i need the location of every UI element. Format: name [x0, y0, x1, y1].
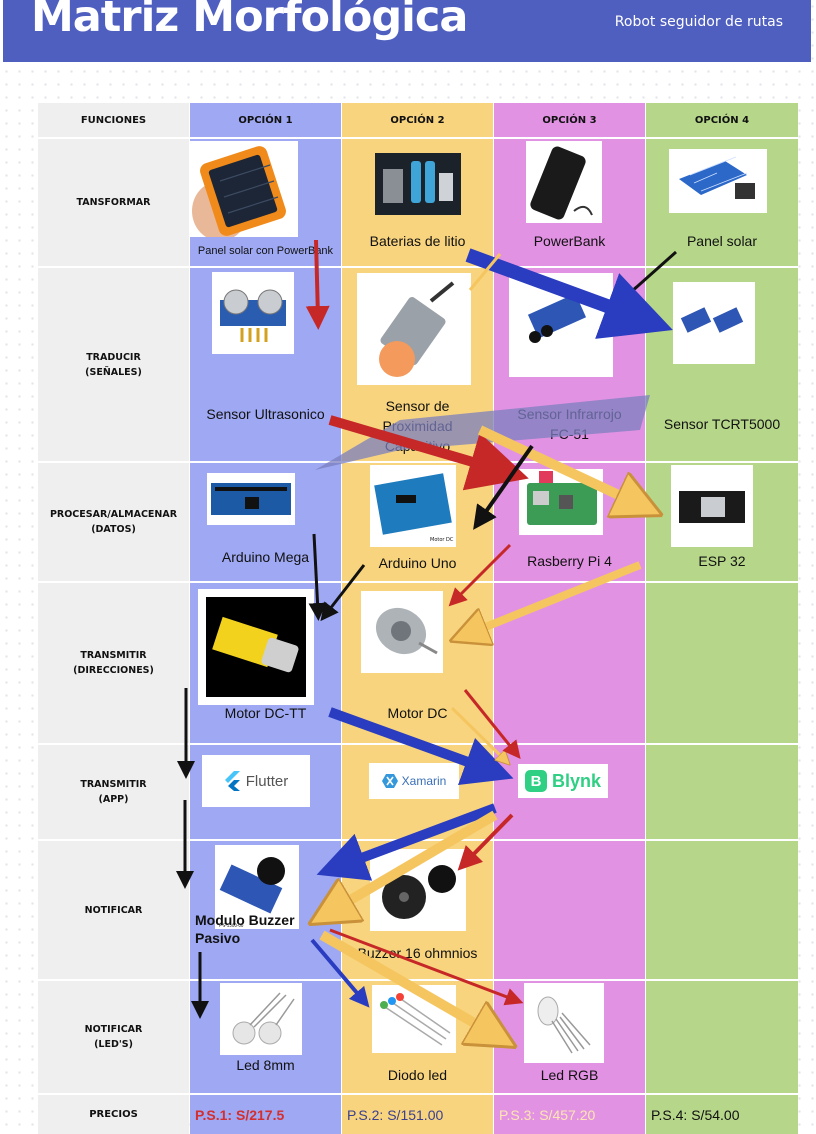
blynk-logo: B Blynk	[518, 764, 608, 798]
option-capacitive-sensor: Sensor de Proximidad Capacitivo	[342, 268, 493, 461]
price-option-3: P.S.3: S/457.20	[494, 1095, 645, 1134]
col-header-functions: FUNCIONES	[38, 103, 189, 137]
label-arduino-uno: Arduino Uno	[378, 555, 457, 571]
empty-cell-motor-4	[646, 583, 798, 743]
function-transmit-directions: TRANSMITIR (DIRECCIONES)	[38, 583, 189, 743]
option-esp32: ESP 32	[646, 463, 798, 581]
option-blynk: B Blynk	[494, 745, 645, 839]
label-buzzer-16-ohm: Buzzer 16 ohmnios	[357, 945, 478, 961]
empty-cell-led-4	[646, 981, 798, 1093]
solar-panel-image	[669, 149, 767, 213]
motor-dc-tt-image	[198, 589, 314, 705]
option-xamarin: Xamarin	[342, 745, 493, 839]
option-diodo-led: Diodo led	[342, 981, 493, 1093]
empty-cell-app-4	[646, 745, 798, 839]
function-process: PROCESAR/ALMACENAR (DATOS)	[38, 463, 189, 581]
diodo-led-image	[372, 985, 456, 1053]
blynk-icon: B	[524, 770, 547, 792]
price-option-4: P.S.4: S/54.00	[646, 1095, 798, 1134]
label-solar-panel: Panel solar	[686, 233, 758, 249]
label-infrared-sensor: Sensor Infrarrojo FC-51	[517, 406, 622, 442]
xamarin-wordmark: Xamarin	[401, 774, 447, 788]
motor-dc-caption: Motor DC	[430, 537, 454, 543]
option-buzzer-16-ohm: Buzzer 16 ohmnios	[342, 841, 493, 979]
xamarin-logo: Xamarin	[369, 763, 459, 799]
arduino-mega-image	[207, 473, 295, 525]
label-capacitive-sensor: Sensor de Proximidad Capacitivo	[382, 398, 453, 454]
buzzer-16-ohm-image	[370, 849, 466, 931]
page-title: Matriz Morfológica	[31, 0, 468, 42]
label-arduino-mega: Arduino Mega	[221, 549, 310, 565]
label-solar-powerbank: Panel solar con PowerBank	[197, 245, 334, 257]
empty-cell-notify-4	[646, 841, 798, 979]
arduino-uno-image: Motor DC	[370, 465, 456, 547]
label-lithium-batteries: Baterias de litio	[369, 233, 466, 249]
label-esp32: ESP 32	[698, 553, 746, 569]
label-tcrt5000-sensor: Sensor TCRT5000	[663, 416, 781, 432]
morphological-matrix: FUNCIONES OPCIÓN 1 OPCIÓN 2 OPCIÓN 3 OPC…	[38, 103, 798, 1134]
flutter-wordmark: Flutter	[245, 772, 289, 790]
label-led-8mm: Led 8mm	[236, 1057, 295, 1073]
buzzer-sku-caption: P-S-1500-00	[219, 923, 244, 928]
label-powerbank: PowerBank	[533, 233, 606, 249]
tcrt5000-sensor-image	[673, 282, 755, 364]
page-subtitle: Robot seguidor de rutas	[614, 14, 783, 30]
label-passive-buzzer-module: Modulo Buzzer Pasivo	[195, 912, 295, 946]
solar-powerbank-image	[190, 141, 298, 237]
function-notify: NOTIFICAR	[38, 841, 189, 979]
option-ultrasonic-sensor: Sensor Ultrasonico	[190, 268, 341, 461]
option-flutter: Flutter	[190, 745, 341, 839]
capacitive-sensor-image	[357, 273, 471, 385]
option-led-rgb: Led RGB	[494, 981, 645, 1093]
header-banner: Matriz Morfológica Robot seguidor de rut…	[3, 0, 811, 62]
raspberry-pi-image	[519, 469, 603, 535]
option-lithium-batteries: Baterias de litio	[342, 139, 493, 266]
blynk-wordmark: Blynk	[551, 770, 602, 791]
col-header-option-3: OPCIÓN 3	[494, 103, 645, 137]
option-solar-panel: Panel solar	[646, 139, 798, 266]
option-passive-buzzer-module: P-S-1500-00 Modulo Buzzer Pasivo	[190, 841, 341, 979]
option-motor-dc-tt: Motor DC-TT	[190, 583, 341, 743]
buzzer-module-image: P-S-1500-00	[215, 845, 299, 929]
label-ultrasonic-sensor: Sensor Ultrasonico	[206, 406, 325, 422]
motor-dc-image	[361, 591, 443, 673]
label-raspberry-pi: Rasberry Pi 4	[527, 553, 612, 569]
option-infrared-sensor: Sensor Infrarrojo FC-51	[494, 268, 645, 461]
powerbank-image	[526, 141, 602, 223]
label-motor-dc-tt: Motor DC-TT	[224, 705, 307, 721]
label-led-rgb: Led RGB	[540, 1067, 599, 1083]
xamarin-icon	[381, 774, 398, 788]
price-option-1: P.S.1: S/217.5	[190, 1095, 341, 1134]
col-header-option-2: OPCIÓN 2	[342, 103, 493, 137]
function-transform: TANSFORMAR	[38, 139, 189, 266]
option-arduino-mega: Arduino Mega	[190, 463, 341, 581]
option-tcrt5000-sensor: Sensor TCRT5000	[646, 268, 798, 461]
infrared-sensor-image	[509, 273, 613, 377]
col-header-option-1: OPCIÓN 1	[190, 103, 341, 137]
led-rgb-image	[524, 983, 604, 1063]
option-raspberry-pi: Rasberry Pi 4	[494, 463, 645, 581]
function-prices: PRECIOS	[38, 1095, 189, 1134]
option-arduino-uno: Motor DC Arduino Uno	[342, 463, 493, 581]
flutter-logo: Flutter	[202, 755, 310, 807]
option-motor-dc: Motor DC	[342, 583, 493, 743]
option-powerbank: PowerBank	[494, 139, 645, 266]
label-diodo-led: Diodo led	[387, 1067, 448, 1083]
empty-cell-motor-3	[494, 583, 645, 743]
flutter-icon	[224, 771, 240, 791]
label-motor-dc: Motor DC	[387, 705, 448, 721]
col-header-option-4: OPCIÓN 4	[646, 103, 798, 137]
function-notify-leds: NOTIFICAR (LED'S)	[38, 981, 189, 1093]
price-option-2: P.S.2: S/151.00	[342, 1095, 493, 1134]
option-solar-powerbank: Panel solar con PowerBank	[190, 139, 341, 266]
empty-cell-notify-3	[494, 841, 645, 979]
function-transmit-app: TRANSMITIR (APP)	[38, 745, 189, 839]
ultrasonic-sensor-image	[212, 272, 294, 354]
esp32-image	[671, 465, 753, 547]
function-translate: TRADUCIR (SEÑALES)	[38, 268, 189, 461]
led-8mm-image	[220, 983, 302, 1055]
option-led-8mm: Led 8mm	[190, 981, 341, 1093]
lithium-batteries-image	[375, 153, 461, 215]
